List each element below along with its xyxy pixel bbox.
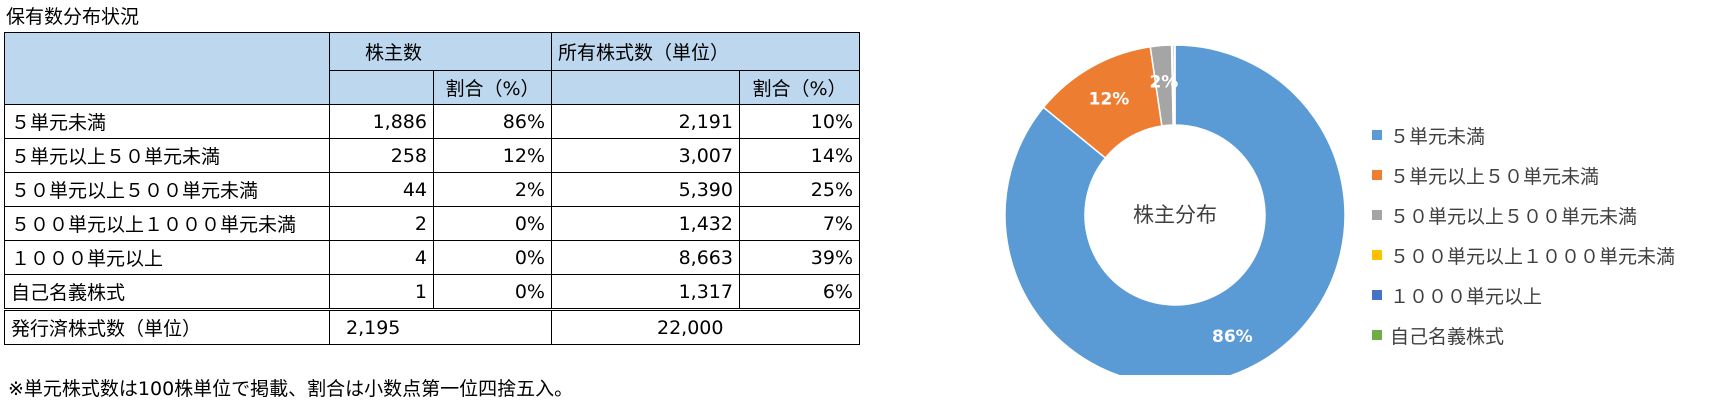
header-shares: 所有株式数（単位） xyxy=(551,32,860,71)
donut-slice xyxy=(1005,44,1345,375)
table-row: ５単元未満 1,886 86% 2,191 10% xyxy=(4,104,860,139)
row-holders: 1,886 xyxy=(329,104,434,139)
legend-label: 自己名義株式 xyxy=(1390,325,1505,348)
legend-swatch xyxy=(1372,130,1382,140)
row-holders: 258 xyxy=(329,138,434,173)
header-holders-ratio: 割合（%） xyxy=(433,70,552,105)
row-holders-pct: 2% xyxy=(433,172,552,207)
row-shares: 3,007 xyxy=(551,138,740,173)
row-holders: 1 xyxy=(329,274,434,310)
legend-item: ５単元未満 xyxy=(1372,115,1675,155)
header-sub-blank-1 xyxy=(329,70,434,105)
slice-data-label: 86% xyxy=(1212,327,1253,347)
legend-item: 自己名義株式 xyxy=(1372,315,1675,355)
total-shares: 22,000 xyxy=(551,308,860,345)
row-shares-pct: 39% xyxy=(739,240,860,275)
total-holders: 2,195 xyxy=(329,308,552,345)
footnote: ※単元株式数は100株単位で掲載、割合は小数点第一位四捨五入。 xyxy=(8,378,574,400)
row-shares-pct: 25% xyxy=(739,172,860,207)
row-holders-pct: 0% xyxy=(433,240,552,275)
section-title: 保有数分布状況 xyxy=(6,6,140,28)
row-shares-pct: 6% xyxy=(739,274,860,310)
total-row: 発行済株式数（単位） 2,195 22,000 xyxy=(4,308,860,345)
row-holders-pct: 0% xyxy=(433,274,552,310)
slice-data-label: 2% xyxy=(1149,72,1178,92)
header-shares-ratio: 割合（%） xyxy=(739,70,860,105)
row-label: ５００単元以上１０００単元未満 xyxy=(4,206,330,241)
row-holders: 44 xyxy=(329,172,434,207)
row-shares: 5,390 xyxy=(551,172,740,207)
legend-label: ５０単元以上５００単元未満 xyxy=(1390,205,1638,228)
legend-label: １０００単元以上 xyxy=(1390,285,1543,308)
row-label: 自己名義株式 xyxy=(4,274,330,310)
legend-item: ５００単元以上１０００単元未満 xyxy=(1372,235,1675,275)
row-label: ５単元以上５０単元未満 xyxy=(4,138,330,173)
row-shares-pct: 10% xyxy=(739,104,860,139)
row-holders-pct: 86% xyxy=(433,104,552,139)
legend-swatch xyxy=(1372,250,1382,260)
slice-data-label: 12% xyxy=(1089,89,1130,109)
row-shares: 2,191 xyxy=(551,104,740,139)
row-shares-pct: 14% xyxy=(739,138,860,173)
row-shares: 1,432 xyxy=(551,206,740,241)
chart-center-title: 株主分布 xyxy=(1133,203,1217,227)
header-shareholders: 株主数 xyxy=(329,32,552,71)
row-holders-pct: 0% xyxy=(433,206,552,241)
row-shares: 1,317 xyxy=(551,274,740,310)
table-row: １０００単元以上 4 0% 8,663 39% xyxy=(4,240,860,275)
total-label: 発行済株式数（単位） xyxy=(4,308,330,345)
row-shares-pct: 7% xyxy=(739,206,860,241)
legend-swatch xyxy=(1372,330,1382,340)
shareholder-donut-chart: 86% 12% 2% 株主分布 xyxy=(1005,44,1345,375)
header-sub-blank-2 xyxy=(551,70,740,105)
table-row: 自己名義株式 1 0% 1,317 6% xyxy=(4,274,860,310)
distribution-table: 株主数 所有株式数（単位） 割合（%） 割合（%） ５単元未満 1,886 86% 2… xyxy=(4,32,860,345)
row-holders: 2 xyxy=(329,206,434,241)
table-row: ５００単元以上１０００単元未満 2 0% 1,432 7% xyxy=(4,206,860,241)
legend-swatch xyxy=(1372,210,1382,220)
row-label: １０００単元以上 xyxy=(4,240,330,275)
row-label: ５０単元以上５００単元未満 xyxy=(4,172,330,207)
legend-label: ５単元以上５０単元未満 xyxy=(1390,165,1600,188)
legend-label: ５００単元以上１０００単元未満 xyxy=(1390,245,1676,268)
row-shares: 8,663 xyxy=(551,240,740,275)
legend-label: ５単元未満 xyxy=(1390,125,1486,148)
legend-swatch xyxy=(1372,290,1382,300)
row-holders-pct: 12% xyxy=(433,138,552,173)
table-row: ５単元以上５０単元未満 258 12% 3,007 14% xyxy=(4,138,860,173)
legend-item: ５単元以上５０単元未満 xyxy=(1372,155,1675,195)
row-label: ５単元未満 xyxy=(4,104,330,139)
table-row: ５０単元以上５００単元未満 44 2% 5,390 25% xyxy=(4,172,860,207)
header-blank xyxy=(4,32,330,105)
legend-item: １０００単元以上 xyxy=(1372,275,1675,315)
legend-swatch xyxy=(1372,170,1382,180)
row-holders: 4 xyxy=(329,240,434,275)
legend-item: ５０単元以上５００単元未満 xyxy=(1372,195,1675,235)
chart-legend: ５単元未満 ５単元以上５０単元未満 ５０単元以上５００単元未満 ５００単元以上１０００… xyxy=(1372,115,1675,355)
